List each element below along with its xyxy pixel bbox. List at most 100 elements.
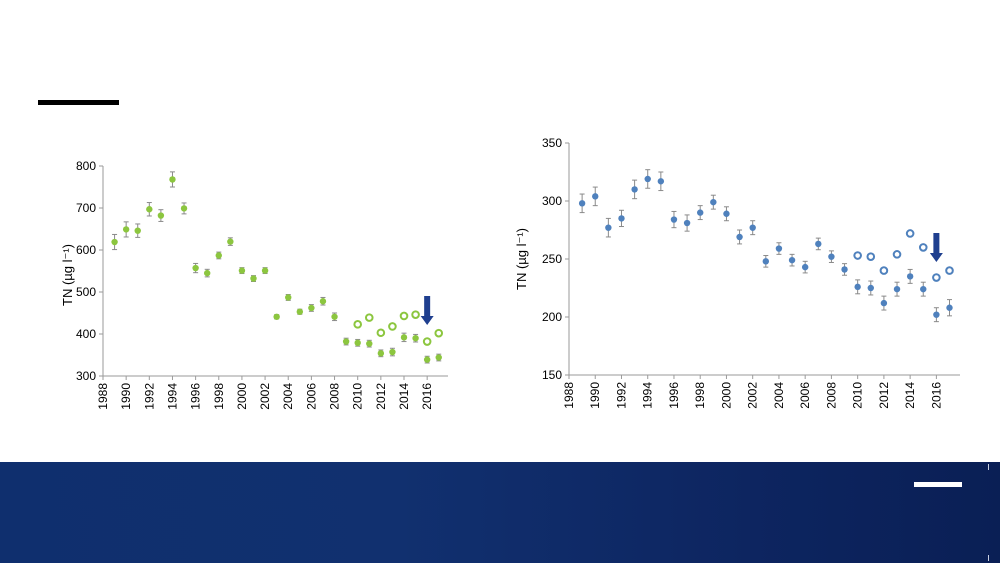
data-point	[273, 313, 280, 320]
data-point	[238, 267, 246, 274]
y-tick-label: 350	[542, 136, 562, 150]
open-data-point	[905, 229, 915, 238]
x-tick-label: 1992	[614, 382, 628, 409]
footer-tick-top	[988, 464, 989, 470]
data-point	[111, 238, 118, 246]
open-data-point	[434, 328, 444, 338]
open-data-point	[422, 337, 432, 346]
data-point	[435, 354, 442, 361]
x-tick-label: 1998	[212, 383, 226, 410]
open-data-point	[388, 322, 397, 331]
y-axis-label-right: TN (µg l⁻¹)	[514, 228, 529, 290]
x-tick-label: 1996	[189, 383, 203, 410]
y-tick-label: 150	[542, 368, 562, 382]
data-point	[710, 198, 717, 206]
data-point	[801, 263, 809, 271]
open-data-point	[932, 273, 941, 282]
open-data-point	[853, 251, 862, 260]
y-axis-label-left: TN (µg l⁻¹)	[60, 244, 75, 306]
down-arrow-icon	[929, 233, 943, 262]
x-tick-label: 1996	[667, 382, 681, 409]
y-tick-label: 400	[76, 327, 96, 341]
x-tick-label: 1998	[693, 382, 707, 409]
data-point	[946, 304, 953, 311]
open-data-point	[918, 243, 928, 252]
data-point	[354, 339, 361, 347]
data-point	[146, 206, 153, 213]
data-point	[134, 227, 141, 234]
data-point	[670, 216, 678, 223]
data-point	[122, 226, 130, 233]
open-data-point	[866, 252, 876, 261]
open-data-point	[376, 328, 386, 338]
x-tick-label: 2004	[281, 383, 295, 410]
data-point	[828, 253, 835, 260]
x-tick-label: 1988	[562, 382, 576, 409]
data-point	[906, 273, 914, 280]
y-tick-label: 800	[76, 159, 96, 173]
x-tick-label: 2016	[929, 382, 943, 409]
data-point	[854, 283, 861, 291]
open-data-point	[411, 310, 420, 319]
data-point	[933, 311, 940, 318]
data-point	[215, 252, 222, 259]
data-point	[342, 338, 350, 345]
data-point	[377, 350, 385, 357]
x-tick-label: 2006	[304, 383, 318, 410]
data-point	[867, 284, 874, 292]
y-tick-label: 200	[542, 310, 562, 324]
data-point	[261, 267, 269, 274]
x-tick-label: 2010	[351, 383, 365, 410]
open-data-point	[892, 250, 902, 259]
data-point	[250, 275, 257, 282]
x-tick-label: 2000	[235, 383, 249, 410]
data-point	[400, 334, 408, 341]
x-tick-label: 2016	[420, 383, 434, 410]
data-point	[749, 224, 756, 231]
down-arrow-icon	[420, 296, 434, 325]
data-point	[920, 285, 927, 293]
data-point	[736, 233, 743, 241]
x-tick-label: 2008	[328, 383, 342, 410]
data-point	[319, 298, 327, 305]
data-point	[723, 210, 730, 217]
y-tick-label: 250	[542, 252, 562, 266]
data-point	[657, 178, 665, 185]
data-point	[841, 266, 848, 273]
y-tick-label: 300	[542, 194, 562, 208]
data-point	[331, 313, 338, 320]
data-point	[192, 264, 199, 272]
data-point	[180, 205, 188, 212]
y-tick-label: 300	[76, 369, 96, 383]
data-point	[296, 308, 304, 315]
x-tick-label: 2014	[903, 382, 917, 409]
data-point	[157, 212, 165, 219]
open-data-point	[353, 320, 362, 329]
x-tick-label: 1994	[641, 382, 655, 409]
x-tick-label: 2010	[851, 382, 865, 409]
x-tick-label: 2014	[397, 383, 411, 410]
open-data-point	[945, 266, 954, 275]
data-point	[227, 238, 234, 245]
y-tick-label: 700	[76, 201, 96, 215]
data-point	[308, 304, 315, 312]
x-tick-label: 2004	[772, 382, 786, 409]
open-data-point	[364, 313, 374, 322]
data-point	[815, 240, 822, 248]
x-tick-label: 1990	[119, 383, 133, 410]
data-point	[775, 245, 783, 252]
x-tick-label: 2012	[374, 383, 388, 410]
open-data-point	[399, 311, 409, 321]
x-tick-label: 1994	[165, 383, 179, 410]
data-point	[592, 193, 599, 200]
x-tick-label: 2000	[719, 382, 733, 409]
footer-band	[0, 462, 1000, 563]
data-point	[412, 335, 419, 342]
data-point	[788, 256, 796, 264]
y-tick-label: 500	[76, 285, 96, 299]
x-tick-label: 1992	[142, 383, 156, 410]
x-tick-label: 2002	[746, 382, 760, 409]
data-point	[697, 209, 704, 216]
